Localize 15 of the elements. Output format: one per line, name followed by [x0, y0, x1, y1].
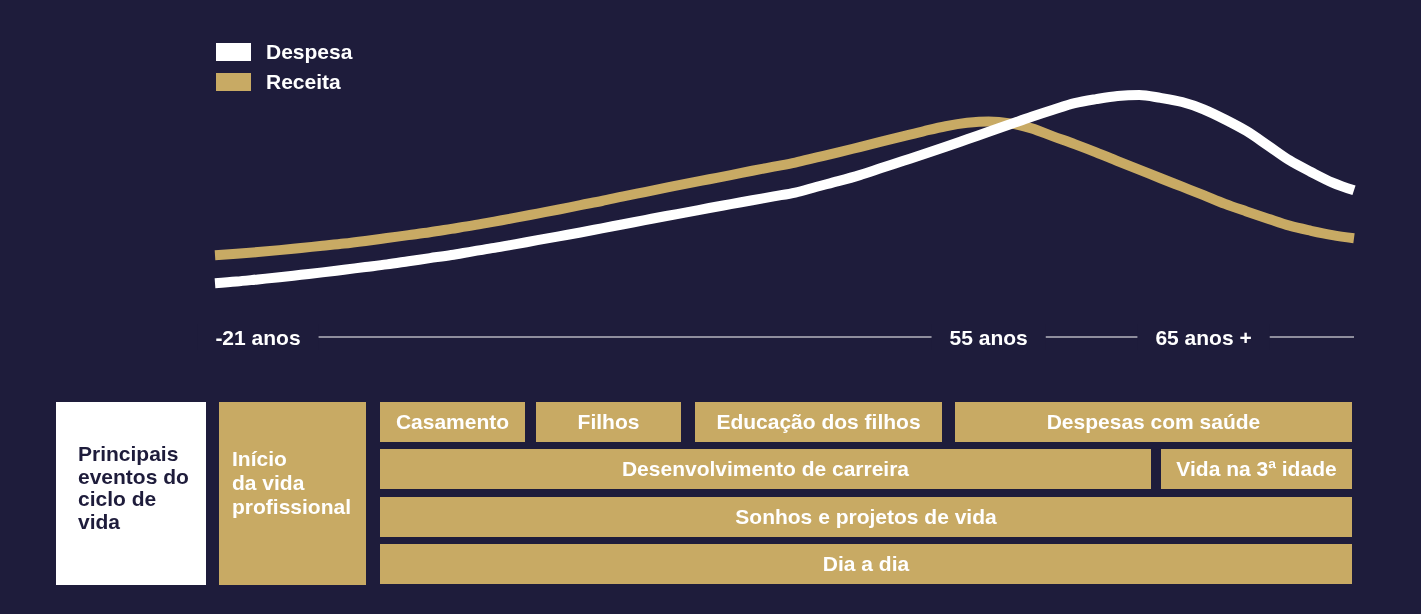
event-box: Casamento [380, 402, 525, 442]
x-tick-label: -21 anos [215, 325, 301, 349]
heading-box: Principais eventos do ciclo de vida [56, 402, 206, 585]
x-tick-label: 55 anos [949, 325, 1028, 349]
event-box: Vida na 3ª idade [1161, 449, 1352, 489]
event-box: Dia a dia [380, 544, 1352, 584]
event-box: Sonhos e projetos de vida [380, 497, 1352, 537]
event-box: Desenvolvimento de carreira [380, 449, 1151, 489]
legend-label: Despesa [266, 40, 353, 63]
legend-label: Receita [266, 70, 341, 93]
x-tick-label: 65 anos + [1155, 325, 1252, 349]
event-box: Início da vida profissional [219, 402, 366, 585]
event-box: Despesas com saúde [955, 402, 1352, 442]
event-box: Filhos [536, 402, 681, 442]
event-box: Educação dos filhos [695, 402, 942, 442]
